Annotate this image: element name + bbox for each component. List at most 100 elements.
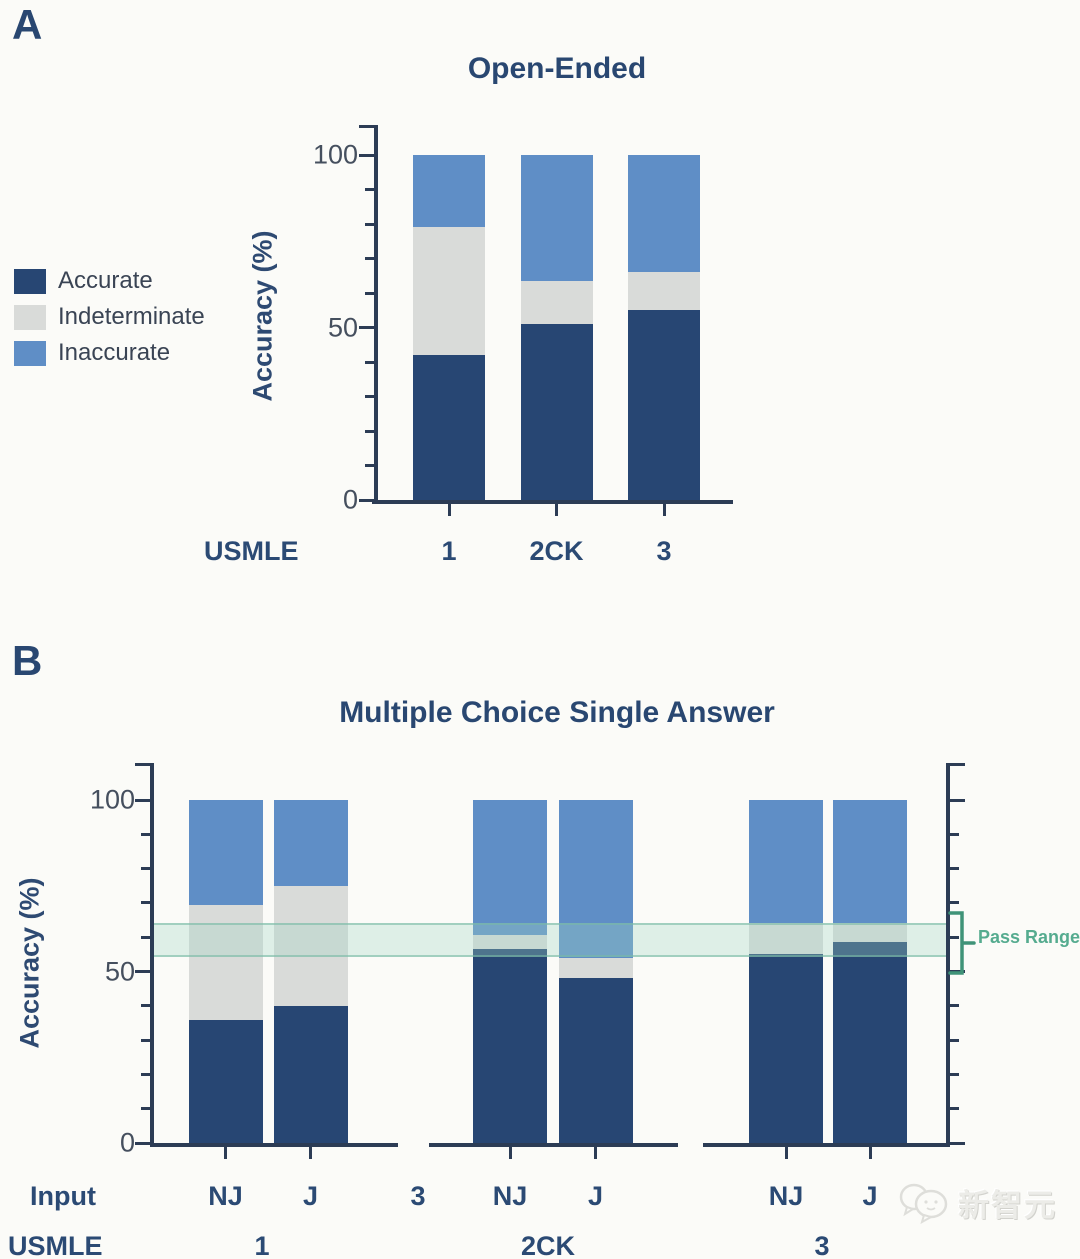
panel-b-input-label: NJ	[208, 1181, 243, 1211]
legend-label: Indeterminate	[58, 303, 205, 330]
panel-a-bar-segment-indeterminate	[413, 227, 485, 356]
panel-a-x-axis-title: USMLE	[204, 536, 299, 566]
panel-b-x-tick	[868, 1147, 872, 1159]
panel-b-right-y-tick	[950, 832, 959, 836]
panel-b-bar-segment-inaccurate	[473, 800, 547, 936]
chat-bubbles-icon	[899, 1183, 948, 1224]
panel-b-right-y-tick	[950, 798, 965, 802]
legend-item-inaccurate: Inaccurate	[14, 335, 205, 371]
watermark: 新智元	[898, 1180, 1057, 1225]
panel-a-bar-segment-accurate	[520, 324, 593, 500]
panel-b-bar-segment-accurate	[749, 954, 823, 1143]
panel-b-input-label: J	[302, 1181, 319, 1211]
panel-a-y-tick-label: 0	[342, 484, 358, 515]
watermark-text: 新智元	[958, 1188, 1057, 1223]
panel-a-category-label: 2CK	[529, 536, 584, 566]
panel-a-y-tick	[365, 395, 374, 398]
panel-a-y-tick	[365, 222, 374, 226]
panel-b-bar-segment-accurate	[833, 942, 907, 1143]
panel-a-y-axis-line	[374, 125, 378, 504]
panel-a-bar-segment-inaccurate	[413, 155, 485, 228]
panel-b-y-tick	[141, 1038, 150, 1042]
panel-b-y-tick	[141, 1004, 150, 1008]
panel-b-bar-segment-indeterminate	[833, 923, 907, 943]
panel-b-bar-segment-inaccurate	[273, 800, 348, 886]
legend-label: Inaccurate	[58, 339, 171, 366]
panel-b-label: B	[12, 637, 43, 684]
panel-a-y-tick	[365, 291, 374, 295]
panel-a-x-tick	[662, 504, 666, 516]
panel-b-x-axis-line	[703, 1143, 950, 1147]
panel-b-bar-segment-inaccurate	[188, 800, 263, 905]
panel-a-y-tick	[365, 188, 374, 191]
legend: Accurate Indeterminate Inaccurate	[14, 263, 205, 371]
panel-b-x-axis-line	[429, 1143, 678, 1147]
panel-b-bar-segment-accurate	[558, 978, 633, 1143]
panel-a-y-tick-label: 100	[312, 139, 358, 170]
panel-b-right-y-tick	[950, 867, 959, 871]
panel-b-y-tick	[141, 901, 150, 905]
panel-b-bar-segment-indeterminate	[188, 904, 263, 1020]
panel-b-x-tick	[309, 1147, 312, 1159]
legend-swatch-accurate	[14, 268, 46, 294]
panel-b-bar-segment-indeterminate	[473, 935, 547, 950]
panel-a-title: Open-Ended	[467, 52, 647, 85]
legend-swatch-inaccurate	[14, 340, 46, 366]
panel-b-bar-segment-indeterminate	[749, 923, 823, 955]
panel-a-x-axis-line	[372, 500, 733, 504]
panel-b-y-axis-line	[150, 763, 154, 1147]
panel-b-bar-segment-accurate	[473, 949, 547, 1143]
legend-label: Accurate	[58, 267, 153, 294]
panel-a-bar-segment-indeterminate	[628, 272, 700, 311]
panel-a-x-tick	[555, 504, 558, 516]
pass-range-label: Pass Range	[978, 927, 1080, 947]
panel-b-bar-segment-inaccurate	[558, 800, 633, 958]
panel-a-bar-segment-inaccurate	[628, 155, 700, 273]
panel-a-bar-segment-accurate	[628, 310, 700, 500]
panel-b-right-y-axis-line	[946, 763, 950, 1147]
panel-b-right-y-tick	[950, 1038, 959, 1042]
panel-a-category-label: 3	[656, 536, 672, 566]
panel-b-x-tick	[224, 1147, 227, 1159]
panel-b-y-tick	[135, 1141, 150, 1145]
panel-b-bar-segment-indeterminate	[558, 957, 633, 979]
panel-a-y-tick	[359, 326, 374, 329]
panel-b-y-tick	[141, 1107, 150, 1111]
panel-a-bar-segment-inaccurate	[520, 155, 593, 281]
panel-b-bar-segment-inaccurate	[833, 800, 907, 924]
panel-b-right-y-tick	[950, 1141, 965, 1145]
panel-b-y-tick	[135, 970, 150, 973]
panel-b-y-tick-label: 50	[104, 956, 135, 986]
panel-b-bar-segment-accurate	[273, 1005, 348, 1143]
panel-b-y-tick	[135, 798, 150, 802]
pass-range-bracket	[948, 911, 976, 975]
panel-b-right-y-tick	[950, 1004, 959, 1008]
panel-a-y-axis-end-cap	[359, 125, 374, 128]
panel-a-y-tick	[365, 257, 374, 260]
pass-range-band	[150, 923, 948, 957]
panel-b-input-row-title: Input	[30, 1181, 96, 1211]
panel-b-right-y-tick	[950, 1072, 959, 1076]
panel-b-input-label: J	[587, 1181, 604, 1211]
panel-a-y-tick	[365, 360, 374, 364]
panel-b-bar-segment-inaccurate	[749, 800, 823, 924]
panel-b-right-y-tick	[950, 1107, 959, 1111]
panel-a-bar-segment-indeterminate	[520, 280, 593, 325]
panel-b-x-tick	[784, 1147, 788, 1159]
panel-a-y-tick	[365, 464, 374, 467]
panel-b-right-y-tick	[950, 935, 959, 939]
panel-b-x-tick	[594, 1147, 597, 1159]
panel-b-y-axis-label: Accuracy (%)	[14, 877, 45, 1049]
legend-swatch-indeterminate	[14, 304, 46, 330]
panel-b-x-axis-line	[150, 1143, 398, 1147]
panel-b-x-tick	[508, 1147, 512, 1159]
panel-b-usmle-label: 1	[254, 1231, 270, 1259]
panel-a-x-tick	[447, 504, 451, 516]
legend-item-indeterminate: Indeterminate	[14, 299, 205, 335]
panel-b-y-axis-end-cap	[135, 763, 150, 766]
panel-b-y-tick	[141, 867, 150, 871]
panel-a-y-tick	[359, 153, 374, 157]
panel-b-title: Multiple Choice Single Answer	[339, 696, 775, 729]
panel-a-y-tick-label: 50	[327, 312, 358, 342]
